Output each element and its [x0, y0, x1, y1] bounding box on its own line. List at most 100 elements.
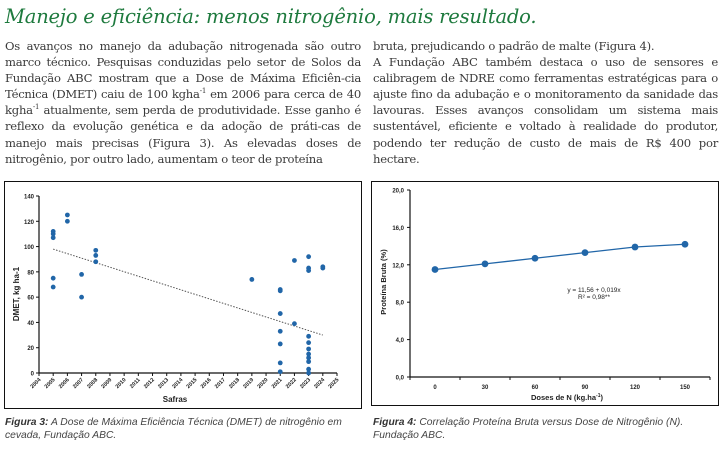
data-point [79, 271, 84, 277]
data-point [306, 351, 312, 357]
data-point [681, 240, 689, 248]
superscript: -1 [199, 87, 207, 96]
caption-text: A Dose de Máxima Eficiência Técnica (DME… [5, 417, 342, 441]
x-tick-label: 60 [532, 385, 539, 391]
x-tick-label: 2012 [143, 377, 156, 390]
data-point [64, 212, 70, 218]
x-tick-label: 2011 [129, 377, 142, 390]
data-point [93, 253, 99, 258]
regression-equation: y = 11,56 + 0,019x [567, 287, 621, 294]
data-point [306, 370, 312, 376]
x-tick-label: 2009 [100, 377, 113, 390]
x-tick-label: 2019 [242, 377, 255, 390]
y-tick-label: 4,0 [396, 338, 405, 344]
x-tick-label: 2020 [257, 377, 270, 390]
y-tick-label: 20,0 [392, 189, 404, 195]
y-tick-label: 8,0 [396, 301, 405, 307]
data-point [320, 265, 326, 271]
x-tick-label: 2021 [271, 377, 284, 390]
figure-4-caption: Figura 4: Correlação Proteína Bruta vers… [373, 416, 718, 442]
data-point [93, 259, 99, 265]
x-tick-label: 2008 [86, 377, 99, 390]
data-point [306, 333, 312, 339]
trendline [53, 248, 323, 336]
data-point [581, 249, 589, 257]
x-tick-label: 2013 [157, 377, 170, 390]
x-tick-label: 150 [680, 385, 691, 391]
y-tick-label: 40 [27, 321, 34, 327]
data-point [277, 369, 283, 375]
data-point [631, 243, 639, 251]
paragraph-text: atualmente, sem perda de produtividade. … [5, 103, 361, 166]
x-tick-label: 2015 [186, 377, 199, 390]
x-axis-label: Doses de N (kg.ha-1) [531, 393, 603, 402]
x-tick-label: 2018 [228, 377, 241, 390]
data-point [249, 277, 255, 282]
right-text-column: bruta, prejudicando o padrão de malte (F… [373, 38, 718, 167]
y-tick-label: 60 [27, 296, 34, 302]
y-tick-label: 20 [27, 346, 34, 352]
figure-3-chart: 0 20 40 60 80 100 120 140 2004 2005 2006 2007 2008 20… [4, 181, 362, 409]
x-tick-label: 2004 [30, 377, 44, 391]
y-tick-label: 140 [24, 195, 35, 201]
data-point [277, 360, 283, 366]
data-point [531, 254, 539, 262]
x-tick-label: 120 [630, 385, 641, 391]
data-point [93, 247, 99, 253]
data-point [277, 341, 283, 347]
x-tick-label: 2006 [58, 377, 71, 390]
x-tick-label: 2016 [200, 377, 213, 390]
x-tick-label: 2025 [328, 377, 341, 390]
caption-label: Figura 3: [5, 417, 49, 428]
y-tick-label: 0 [31, 372, 35, 378]
data-point [306, 268, 312, 273]
y-tick-label: 16,0 [392, 226, 404, 232]
x-tick-label: 2022 [285, 377, 298, 390]
series-line [434, 243, 686, 271]
data-point [306, 340, 312, 346]
x-tick-label: 0 [433, 385, 437, 391]
paragraph-text: Os avanços no manejo da adubação nitroge… [5, 39, 361, 102]
data-point [431, 266, 439, 273]
data-point [481, 260, 489, 268]
data-point [292, 258, 297, 263]
x-tick-label: 2005 [44, 377, 57, 390]
data-point [306, 254, 312, 260]
paragraph-text: em 2006 para cerca de 40 kgha [5, 87, 362, 118]
data-point [50, 231, 56, 237]
figure-3-caption: Figura 3: A Dose de Máxima Eficiência Té… [5, 416, 360, 442]
data-point [50, 284, 56, 290]
y-tick-label: 100 [24, 245, 35, 251]
superscript: -1 [32, 103, 40, 112]
left-text-column: Os avanços no manejo da adubação nitroge… [5, 38, 361, 167]
x-axis-label: Safras [163, 395, 188, 404]
x-tick-label: 2007 [72, 377, 85, 390]
y-tick-label: 120 [24, 220, 35, 226]
data-point [306, 346, 312, 352]
caption-label: Figura 4: [373, 417, 417, 428]
x-tick-label: 2014 [171, 377, 185, 391]
y-axis-label: Proteína Bruta (%) [379, 249, 388, 315]
y-tick-label: 0,0 [396, 376, 405, 382]
data-point [277, 288, 283, 294]
data-point [277, 328, 283, 334]
figure-4-chart: 0,0 4,0 8,0 12,0 16,0 20,0 0 30 60 90 120 150 y = 1… [371, 181, 719, 406]
data-point [306, 355, 312, 361]
data-point [277, 311, 283, 316]
x-tick-label: 90 [582, 385, 589, 391]
data-point [306, 366, 312, 372]
paragraph: Os avanços no manejo da adubação nitroge… [5, 38, 361, 167]
x-tick-label: 2017 [214, 377, 227, 390]
data-point [64, 218, 70, 224]
y-axis-label: DMET, kg ha-1 [12, 266, 21, 321]
paragraph: A Fundação ABC também destaca o uso de s… [373, 55, 718, 166]
article-title: Manejo e eficiência: menos nitrogênio, m… [5, 5, 537, 28]
x-tick-label: 2024 [313, 377, 327, 391]
data-point [306, 359, 312, 365]
y-tick-label: 12,0 [392, 263, 404, 269]
data-point [50, 275, 56, 281]
x-tick-label: 30 [482, 385, 489, 391]
protein-line-chart: 0,0 4,0 8,0 12,0 16,0 20,0 0 30 60 90 120 150 y = 1… [379, 189, 711, 402]
y-tick-label: 80 [27, 270, 34, 276]
